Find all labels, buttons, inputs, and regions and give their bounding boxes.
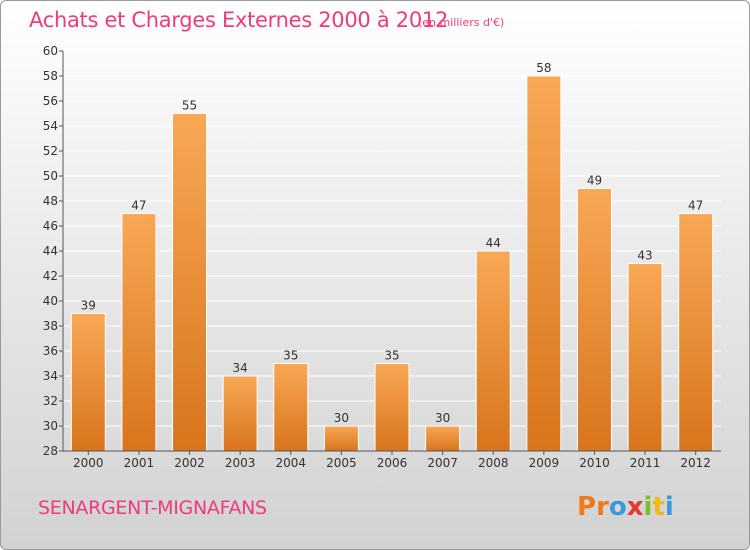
bar xyxy=(678,213,714,452)
logo-letter: o xyxy=(608,492,627,522)
data-label: 34 xyxy=(233,361,248,375)
x-tick-label: 2011 xyxy=(630,456,661,470)
y-tick-label: 42 xyxy=(43,269,58,283)
data-label: 39 xyxy=(81,299,96,313)
data-label: 58 xyxy=(536,61,551,75)
data-label: 55 xyxy=(182,99,197,113)
x-tick-label: 2005 xyxy=(326,456,357,470)
x-tick-label: 2002 xyxy=(174,456,205,470)
x-tick-label: 2001 xyxy=(124,456,155,470)
data-label: 49 xyxy=(587,174,602,188)
y-tick-label: 58 xyxy=(43,69,58,83)
y-tick-label: 46 xyxy=(43,219,58,233)
bar xyxy=(627,263,663,452)
x-tick-label: 2007 xyxy=(427,456,458,470)
y-tick-label: 48 xyxy=(43,194,58,208)
x-tick-label: 2012 xyxy=(680,456,711,470)
commune-name: SENARGENT-MIGNAFANS xyxy=(38,497,267,519)
y-tick-label: 50 xyxy=(43,169,58,183)
logo-letter: t xyxy=(652,492,665,522)
logo-letter: r xyxy=(596,492,609,522)
y-tick-label: 44 xyxy=(43,244,58,258)
bar xyxy=(526,75,562,452)
y-tick-label: 38 xyxy=(43,319,58,333)
bar xyxy=(576,188,612,452)
bar xyxy=(273,363,309,452)
x-tick-label: 2009 xyxy=(529,456,560,470)
bar xyxy=(425,425,461,452)
data-label: 35 xyxy=(283,349,298,363)
bar xyxy=(323,425,359,452)
data-label: 47 xyxy=(688,199,703,213)
y-tick-label: 30 xyxy=(43,419,58,433)
y-tick-label: 36 xyxy=(43,344,58,358)
logo-letter: P xyxy=(577,492,597,522)
data-label: 30 xyxy=(334,411,349,425)
data-label: 47 xyxy=(131,199,146,213)
x-tick-label: 2008 xyxy=(478,456,509,470)
bar xyxy=(374,363,410,452)
proxiti-logo[interactable]: Proxiti xyxy=(577,492,674,522)
y-tick-label: 32 xyxy=(43,394,58,408)
y-tick-label: 52 xyxy=(43,144,58,158)
logo-letter: i xyxy=(664,492,674,522)
y-tick-label: 28 xyxy=(43,444,58,458)
chart-subtitle: (en milliers d'€) xyxy=(418,16,505,29)
x-tick-label: 2010 xyxy=(579,456,610,470)
x-tick-label: 2004 xyxy=(275,456,306,470)
data-label: 30 xyxy=(435,411,450,425)
y-tick-label: 40 xyxy=(43,294,58,308)
bar xyxy=(475,250,511,452)
bar xyxy=(172,113,208,452)
data-label: 35 xyxy=(384,349,399,363)
logo-letter: i xyxy=(643,492,653,522)
x-tick-label: 2000 xyxy=(73,456,104,470)
y-tick-label: 54 xyxy=(43,119,58,133)
x-tick-label: 2003 xyxy=(225,456,256,470)
chart-title: Achats et Charges Externes 2000 à 2012 xyxy=(29,8,449,32)
y-tick-label: 34 xyxy=(43,369,58,383)
bar xyxy=(222,375,258,452)
logo-letter: x xyxy=(626,492,644,522)
y-tick-label: 56 xyxy=(43,94,58,108)
data-label: 43 xyxy=(637,249,652,263)
data-label: 44 xyxy=(486,236,501,250)
x-tick-label: 2006 xyxy=(377,456,408,470)
bar xyxy=(121,213,157,452)
y-tick-label: 60 xyxy=(43,44,58,58)
bar xyxy=(70,313,106,452)
